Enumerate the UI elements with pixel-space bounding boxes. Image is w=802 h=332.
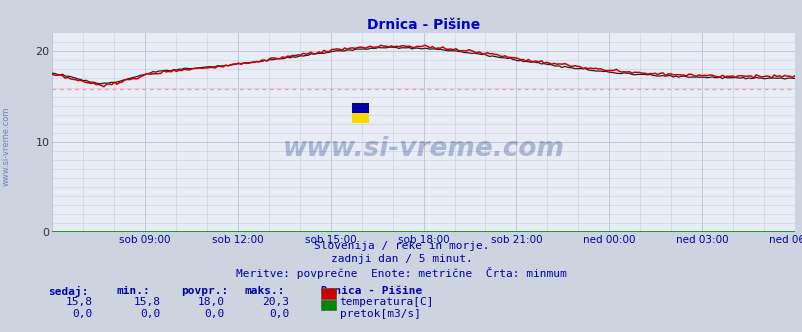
Text: povpr.:: povpr.: bbox=[180, 286, 228, 295]
Text: zadnji dan / 5 minut.: zadnji dan / 5 minut. bbox=[330, 254, 472, 264]
Text: 15,8: 15,8 bbox=[65, 297, 92, 307]
Title: Drnica - Pišine: Drnica - Pišine bbox=[367, 18, 480, 32]
Text: 15,8: 15,8 bbox=[133, 297, 160, 307]
Text: min.:: min.: bbox=[116, 286, 150, 295]
Text: 0,0: 0,0 bbox=[140, 309, 160, 319]
FancyBboxPatch shape bbox=[352, 113, 368, 123]
Text: Slovenija / reke in morje.: Slovenija / reke in morje. bbox=[314, 241, 488, 251]
Text: 20,3: 20,3 bbox=[261, 297, 289, 307]
Text: temperatura[C]: temperatura[C] bbox=[339, 297, 434, 307]
FancyBboxPatch shape bbox=[352, 103, 368, 113]
Text: 0,0: 0,0 bbox=[72, 309, 92, 319]
Text: sedaj:: sedaj: bbox=[48, 286, 88, 296]
Text: 0,0: 0,0 bbox=[205, 309, 225, 319]
Text: Drnica - Pišine: Drnica - Pišine bbox=[321, 286, 422, 295]
Text: www.si-vreme.com: www.si-vreme.com bbox=[2, 106, 11, 186]
Text: pretok[m3/s]: pretok[m3/s] bbox=[339, 309, 420, 319]
Text: maks.:: maks.: bbox=[245, 286, 285, 295]
Text: 0,0: 0,0 bbox=[269, 309, 289, 319]
Text: Meritve: povprečne  Enote: metrične  Črta: minmum: Meritve: povprečne Enote: metrične Črta:… bbox=[236, 267, 566, 279]
Text: 18,0: 18,0 bbox=[197, 297, 225, 307]
Text: www.si-vreme.com: www.si-vreme.com bbox=[282, 136, 564, 162]
